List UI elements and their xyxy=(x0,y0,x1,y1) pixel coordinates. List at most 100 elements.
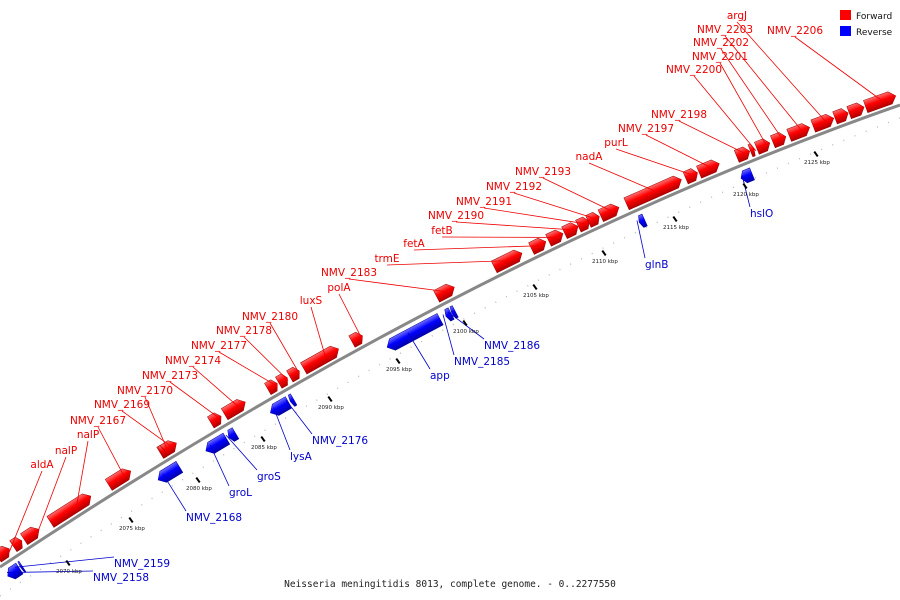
gene-arrow-nmv-2185[interactable] xyxy=(443,307,455,322)
gene-label-feta[interactable]: fetA xyxy=(403,238,425,250)
gene-arrow-nmv-2201[interactable] xyxy=(754,137,772,155)
gene-label-grol[interactable]: groL xyxy=(229,487,252,499)
gene-arrow-gros[interactable] xyxy=(225,427,240,443)
gene-label-nmv-2173[interactable]: NMV_2173 xyxy=(142,370,198,382)
gene-arrow-app[interactable] xyxy=(384,313,444,353)
gene-label-app[interactable]: app xyxy=(430,370,450,382)
gene-arrow-luxs[interactable] xyxy=(300,343,341,375)
gene-label-nmv-2200[interactable]: NMV_2200 xyxy=(666,64,722,76)
gene-arrow-nmv-2169[interactable] xyxy=(156,437,180,459)
gene-label-hslo[interactable]: hslO xyxy=(750,208,773,220)
gene-arrow-glnb[interactable] xyxy=(637,213,648,228)
gene-label-nmv-2186[interactable]: NMV_2186 xyxy=(484,340,540,352)
gene-label-nmv-2206[interactable]: NMV_2206 xyxy=(767,25,823,37)
gene-label-fetb[interactable]: fetB xyxy=(431,225,452,237)
gene-arrow-purl[interactable] xyxy=(682,167,700,185)
gene-label-nmv-2170[interactable]: NMV_2170 xyxy=(117,385,173,397)
gene-label-nmv-2183[interactable]: NMV_2183 xyxy=(321,267,377,279)
gene-label-nmv-2197[interactable]: NMV_2197 xyxy=(618,123,674,135)
gene-label-gros[interactable]: groS xyxy=(257,471,281,483)
gene-arrow-feta[interactable] xyxy=(528,236,549,255)
gene-arrow-fetb[interactable] xyxy=(545,228,566,247)
gene-arrow-nmv-2206[interactable] xyxy=(863,90,898,114)
gene-label-nmv-2180[interactable]: NMV_2180 xyxy=(242,311,298,323)
scale-label: 2105 kbp xyxy=(523,293,549,299)
gene-arrow-nmv-2202[interactable] xyxy=(770,131,788,149)
scale-tick xyxy=(462,319,468,327)
gene-arrow-alda[interactable] xyxy=(0,543,13,563)
gene-label-nmv-2202[interactable]: NMV_2202 xyxy=(693,37,749,49)
gene-arrow-nmv-2180[interactable] xyxy=(286,365,303,383)
label-leader xyxy=(209,444,230,487)
scale-marks: 2070 kbp 2075 kbp 2080 kbp 2085 kbp 2090 kbp… xyxy=(56,150,830,575)
gene-label-nmv-2198[interactable]: NMV_2198 xyxy=(651,109,707,121)
scale-tick xyxy=(195,476,201,484)
scale-label: 2075 kbp xyxy=(119,526,145,532)
gene-arrow-nmv-2192[interactable] xyxy=(585,211,602,228)
gene-label-argj[interactable]: argJ xyxy=(727,10,747,22)
gene-label-nmv-2177[interactable]: NMV_2177 xyxy=(191,340,247,352)
gene-arrow-nmv-2176[interactable] xyxy=(287,393,298,407)
scale-label: 2080 kbp xyxy=(186,486,212,492)
gene-label-nmv-2193[interactable]: NMV_2193 xyxy=(515,166,571,178)
gene-arrow-nmv-2174[interactable] xyxy=(220,396,248,421)
gene-arrow-nmv-2167[interactable] xyxy=(104,466,134,491)
gene-label-nmv-2158[interactable]: NMV_2158 xyxy=(93,572,149,584)
gene-arrow-nmv-2203[interactable] xyxy=(786,121,812,142)
gene-label-lysa[interactable]: lysA xyxy=(290,451,313,463)
gene-arrow-nmv-2190[interactable] xyxy=(561,220,581,239)
label-leaders xyxy=(6,21,885,573)
label-leader xyxy=(455,221,576,231)
gene-label-nmv-2159[interactable]: NMV_2159 xyxy=(114,558,170,570)
gene-arrow-nmv-2193[interactable] xyxy=(597,201,622,222)
gene-label-nmv-2190[interactable]: NMV_2190 xyxy=(428,210,484,222)
label-leader xyxy=(225,434,258,471)
gene-label-nmv-2191[interactable]: NMV_2191 xyxy=(456,196,512,208)
gene-label-purl[interactable]: purL xyxy=(604,137,628,149)
gene-label-pola[interactable]: polA xyxy=(327,282,351,294)
gene-label-nmv-2168[interactable]: NMV_2168 xyxy=(186,512,242,524)
gene-arrow-hslo[interactable] xyxy=(739,167,755,185)
gene-label-alda[interactable]: aldA xyxy=(30,459,54,471)
gene-arrow-argj[interactable] xyxy=(810,112,836,133)
scale-label: 2095 kbp xyxy=(386,367,412,373)
gene-arrow-nada[interactable] xyxy=(623,174,684,211)
gene-label-nmv-2185[interactable]: NMV_2185 xyxy=(454,356,510,368)
gene-arrow-nmv-2173[interactable] xyxy=(207,411,224,429)
gene-label-nmv-2167[interactable]: NMV_2167 xyxy=(70,415,126,427)
gene-arrow-forward-gene[interactable] xyxy=(832,107,851,125)
label-leader xyxy=(542,177,615,213)
gene-label-nada[interactable]: nadA xyxy=(576,151,604,163)
gene-arrow-nmv-2177[interactable] xyxy=(264,378,281,395)
gene-label-nmv-2201[interactable]: NMV_2201 xyxy=(692,51,748,63)
gene-arrow-nalp[interactable] xyxy=(20,524,42,545)
gene-arrow-trme[interactable] xyxy=(490,247,525,274)
gene-label-nmv-2174[interactable]: NMV_2174 xyxy=(165,355,221,367)
gene-arrow-nmv-2170[interactable] xyxy=(157,445,168,459)
gene-label-nmv-2178[interactable]: NMV_2178 xyxy=(216,325,272,337)
gene-arrow-nmv-2191[interactable] xyxy=(575,215,592,233)
gene-label-nmv-2192[interactable]: NMV_2192 xyxy=(486,181,542,193)
gene-arrow-forward-gene[interactable] xyxy=(846,101,866,120)
gene-arrow-nmv-2183[interactable] xyxy=(433,281,458,303)
gene-arrow-nalp[interactable] xyxy=(46,491,94,528)
gene-label-nmv-2176[interactable]: NMV_2176 xyxy=(312,435,368,447)
scale-label: 2090 kbp xyxy=(318,405,344,411)
gene-label-nmv-2169[interactable]: NMV_2169 xyxy=(94,399,150,411)
gene-arrow-nmv-2197[interactable] xyxy=(696,158,721,179)
gene-arrow-nmv-2178[interactable] xyxy=(275,372,290,389)
gene-label-luxs[interactable]: luxS xyxy=(300,295,323,307)
gene-label-trme[interactable]: trmE xyxy=(374,253,399,265)
gene-label-nalp[interactable]: nalP xyxy=(55,445,77,457)
gene-label-nmv-2203[interactable]: NMV_2203 xyxy=(697,24,753,36)
gene-label-nalp[interactable]: nalP xyxy=(77,429,99,441)
label-leader xyxy=(36,456,67,535)
gene-arrow-pola[interactable] xyxy=(348,330,366,348)
gene-label-glnb[interactable]: glnB xyxy=(645,259,668,271)
gene-arrow-nmv-2168[interactable] xyxy=(155,461,184,485)
gene-arrow-nmv-2198[interactable] xyxy=(733,145,752,163)
legend-reverse-label: Reverse xyxy=(856,28,893,38)
label-leader xyxy=(741,175,751,208)
label-leader xyxy=(407,332,431,370)
gene-arrow-forward-gene[interactable] xyxy=(9,535,25,552)
